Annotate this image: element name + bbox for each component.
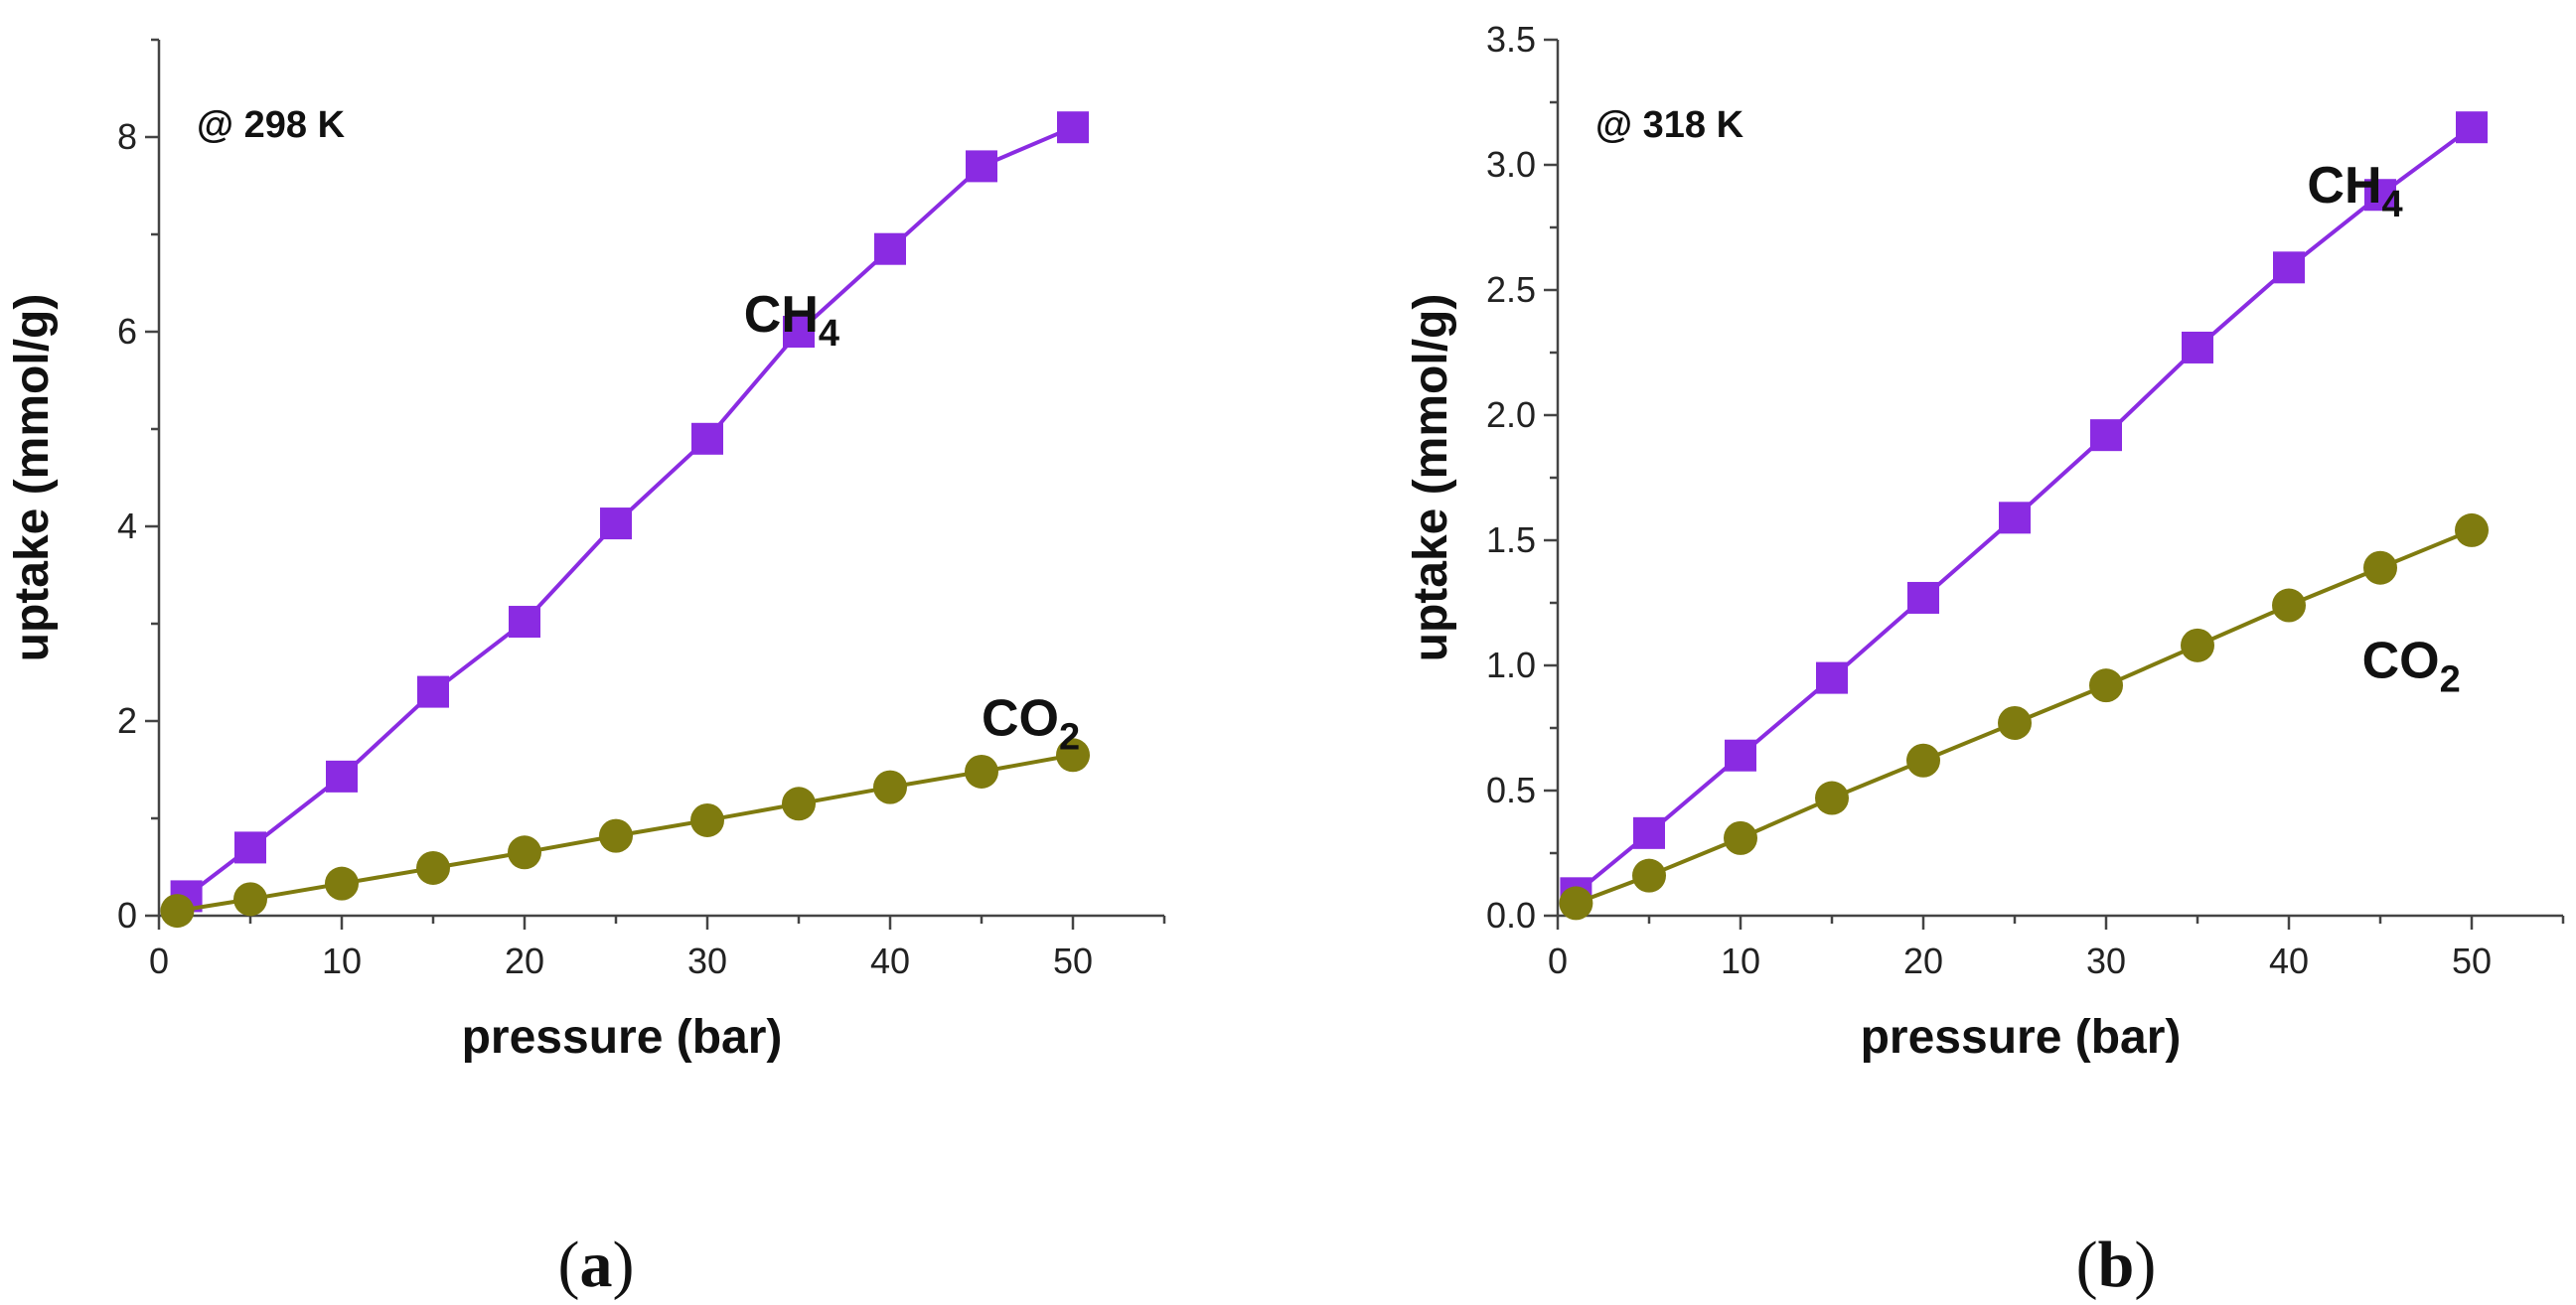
chart-panel-a: 0 10 20 30 40 50 0 2 4 6 8 pressure (bar) uptake (mm… bbox=[6, 38, 1166, 1301]
chart-panel-b: 0 10 20 30 40 50 0.0 0.5 1.0 1.5 2.0 2.5 3.0 3.5 press… bbox=[1405, 19, 2565, 1301]
data-point-ch4 bbox=[2364, 179, 2396, 212]
x-tick-label: 20 bbox=[505, 941, 544, 981]
panel-label-b: (b) bbox=[2076, 1229, 2157, 1301]
data-point-ch4 bbox=[2182, 331, 2213, 363]
x-tick-label: 20 bbox=[1903, 941, 1943, 981]
y-tick-label: 0.5 bbox=[1486, 770, 1536, 810]
series-ch4 bbox=[170, 111, 1089, 913]
y-axis-title: uptake (mmol/g) bbox=[1405, 294, 1457, 662]
x-tick-label: 30 bbox=[2086, 941, 2126, 981]
y-tick-label: 1.0 bbox=[1486, 645, 1536, 685]
data-point-co2 bbox=[508, 835, 541, 870]
data-point-co2 bbox=[2363, 550, 2397, 585]
x-axis-title: pressure (bar) bbox=[1861, 1011, 2182, 1064]
y-tick-label: 8 bbox=[117, 116, 137, 157]
data-point-ch4 bbox=[691, 422, 723, 455]
data-point-ch4 bbox=[2090, 419, 2122, 452]
data-point-ch4 bbox=[1907, 581, 1939, 614]
data-point-co2 bbox=[965, 754, 998, 789]
y-tick-label: 2.0 bbox=[1486, 394, 1536, 435]
x-tick-label: 50 bbox=[1053, 941, 1093, 981]
data-point-ch4 bbox=[1633, 816, 1665, 849]
data-point-ch4 bbox=[783, 316, 815, 348]
x-tick-label: 50 bbox=[2452, 941, 2492, 981]
y-tick-label: 2 bbox=[117, 700, 137, 741]
series-label-ch4: CH4 bbox=[2307, 157, 2402, 225]
data-point-co2 bbox=[416, 850, 450, 885]
data-point-co2 bbox=[1724, 820, 1757, 855]
data-point-co2 bbox=[1906, 743, 1940, 778]
data-point-co2 bbox=[233, 882, 267, 917]
series-co2 bbox=[160, 738, 1090, 929]
data-point-co2 bbox=[2089, 668, 2123, 703]
temperature-annotation: @ 298 K bbox=[197, 104, 346, 146]
data-point-co2 bbox=[160, 894, 195, 929]
x-tick-label: 0 bbox=[149, 941, 169, 981]
series-label-ch4: CH4 bbox=[744, 286, 839, 355]
y-tick-label: 4 bbox=[117, 506, 137, 546]
data-point-co2 bbox=[690, 802, 724, 837]
y-axis-title: uptake (mmol/g) bbox=[6, 294, 59, 662]
data-point-co2 bbox=[1632, 858, 1666, 893]
data-point-ch4 bbox=[874, 232, 906, 265]
y-tick-label: 2.5 bbox=[1486, 269, 1536, 310]
data-point-co2 bbox=[2455, 512, 2489, 547]
data-point-ch4 bbox=[966, 150, 997, 183]
series-label-co2: CO2 bbox=[2362, 633, 2461, 701]
y-tick-label: 0.0 bbox=[1486, 895, 1536, 936]
data-point-ch4 bbox=[1057, 111, 1089, 144]
panel-label-a: (a) bbox=[558, 1229, 635, 1301]
series-label-co2: CO2 bbox=[982, 690, 1080, 759]
data-point-co2 bbox=[873, 770, 907, 804]
data-point-ch4 bbox=[1816, 661, 1848, 694]
data-point-co2 bbox=[1998, 705, 2032, 740]
y-tick-label: 6 bbox=[117, 311, 137, 352]
data-point-co2 bbox=[1559, 886, 1593, 921]
x-axis-title: pressure (bar) bbox=[462, 1011, 783, 1064]
data-point-ch4 bbox=[234, 831, 266, 864]
data-point-co2 bbox=[1056, 738, 1090, 773]
x-tick-label: 30 bbox=[687, 941, 727, 981]
data-point-co2 bbox=[2272, 588, 2306, 623]
series-ch4 bbox=[1560, 111, 2488, 910]
data-point-ch4 bbox=[509, 606, 540, 639]
y-tick-label: 3.5 bbox=[1486, 19, 1536, 60]
data-point-ch4 bbox=[326, 760, 358, 793]
temperature-annotation: @ 318 K bbox=[1595, 104, 1744, 146]
data-point-co2 bbox=[325, 866, 359, 901]
data-point-co2 bbox=[1815, 781, 1849, 815]
data-point-ch4 bbox=[2273, 251, 2305, 284]
data-point-ch4 bbox=[1725, 739, 1756, 772]
x-tick-label: 10 bbox=[322, 941, 362, 981]
data-point-ch4 bbox=[600, 508, 632, 540]
data-point-co2 bbox=[599, 818, 633, 853]
y-tick-label: 0 bbox=[117, 895, 137, 936]
x-tick-label: 40 bbox=[870, 941, 910, 981]
data-point-ch4 bbox=[2456, 111, 2488, 144]
data-point-ch4 bbox=[417, 675, 449, 708]
data-point-ch4 bbox=[1999, 502, 2031, 534]
y-tick-label: 1.5 bbox=[1486, 519, 1536, 560]
data-point-co2 bbox=[2181, 628, 2214, 662]
data-point-co2 bbox=[782, 787, 816, 821]
x-tick-label: 0 bbox=[1548, 941, 1568, 981]
x-tick-label: 40 bbox=[2269, 941, 2309, 981]
x-tick-label: 10 bbox=[1721, 941, 1760, 981]
y-tick-label: 3.0 bbox=[1486, 144, 1536, 185]
series-co2 bbox=[1559, 512, 2489, 921]
